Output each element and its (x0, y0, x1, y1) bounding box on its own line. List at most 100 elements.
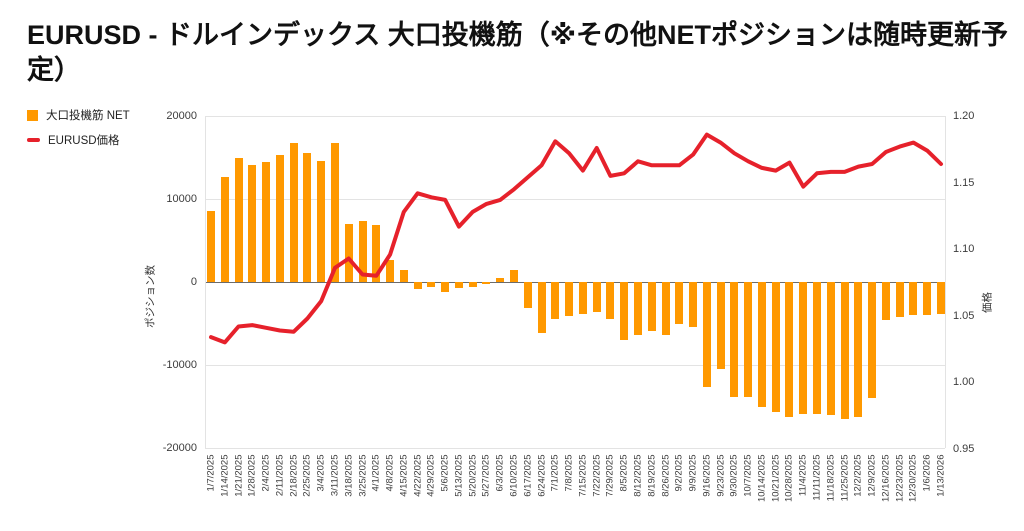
left-axis-tick-label: 0 (190, 276, 197, 288)
net-position-bar (937, 282, 945, 315)
x-axis-date-label: 5/13/2025 (453, 454, 465, 497)
x-axis-date-label: 8/5/2025 (618, 454, 630, 492)
net-position-bar (813, 282, 822, 414)
net-series-swatch-icon (27, 109, 38, 121)
x-axis-date-label: 7/15/2025 (577, 454, 589, 497)
net-position-bar (716, 282, 725, 370)
x-axis-date-label: 5/27/2025 (480, 454, 492, 497)
right-axis-tick-label: 1.00 (953, 376, 975, 389)
net-position-bar (330, 142, 339, 282)
net-position-bar (895, 282, 904, 317)
net-position-bar (620, 282, 629, 341)
net-position-bar (537, 282, 546, 334)
net-position-bar (234, 158, 243, 282)
gridline (205, 365, 945, 366)
x-axis-date-label: 12/16/2025 (880, 454, 892, 503)
net-position-bar (854, 282, 863, 418)
x-axis-date-label: 2/25/2025 (301, 454, 313, 497)
left-axis-tick-label: -10000 (162, 359, 197, 371)
net-position-bar (744, 282, 753, 398)
x-axis-date-label: 6/17/2025 (522, 454, 534, 497)
legend-label-price: EURUSD価格 (48, 135, 120, 147)
net-position-bar (730, 282, 739, 397)
net-position-bar (868, 282, 877, 399)
net-position-bar (661, 282, 670, 335)
x-axis-date-label: 1/13/2026 (935, 454, 947, 497)
net-position-bar (606, 282, 615, 319)
right-axis-tick-label: 1.10 (953, 243, 975, 256)
net-position-bar (413, 282, 422, 290)
x-axis-date-label: 9/30/2025 (728, 454, 740, 497)
x-axis-date-label: 7/22/2025 (591, 454, 603, 497)
net-position-bar (468, 282, 477, 287)
net-position-bar (262, 162, 271, 282)
net-position-bar (482, 282, 491, 285)
legend-item-price: EURUSD価格 (27, 132, 120, 148)
x-axis-date-label: 12/2/2025 (852, 454, 864, 497)
net-position-bar (551, 282, 560, 319)
x-axis-date-label: 1/6/2026 (921, 454, 933, 492)
x-axis-date-label: 3/25/2025 (357, 454, 368, 497)
net-position-bar (510, 270, 519, 282)
net-position-bar (689, 282, 698, 327)
x-axis-date-label: 4/8/2025 (384, 454, 396, 492)
x-axis-date-label: 1/7/2025 (205, 454, 217, 492)
x-axis-date-label: 10/21/2025 (770, 454, 782, 503)
left-axis-title: ポジション数 (144, 265, 157, 328)
net-position-bar (799, 282, 808, 414)
x-axis-date-label: 3/4/2025 (315, 454, 327, 492)
net-position-bar (565, 282, 574, 317)
x-axis-date-label: 10/28/2025 (783, 454, 795, 503)
net-position-bar (248, 164, 257, 282)
net-position-bar (441, 282, 450, 292)
net-position-bar (454, 282, 463, 288)
x-axis-date-label: 10/14/2025 (756, 454, 768, 503)
x-axis-date-label: 9/16/2025 (701, 454, 713, 497)
right-axis-tick-label: 1.20 (953, 110, 975, 122)
x-axis-date-label: 1/21/2025 (233, 454, 245, 497)
x-axis-date-label: 11/4/2025 (797, 454, 809, 497)
net-position-bar (358, 220, 367, 282)
gridline (205, 116, 945, 117)
net-position-bar (881, 282, 890, 321)
net-position-bar (647, 282, 656, 331)
net-position-bar (675, 282, 684, 325)
net-position-bar (207, 211, 215, 282)
price-series-swatch-icon (27, 138, 40, 142)
net-position-bar (578, 282, 587, 315)
net-position-bar (303, 152, 312, 282)
left-axis-tick-label: 10000 (166, 193, 197, 205)
x-axis-date-label: 11/18/2025 (825, 454, 837, 502)
x-axis-date-label: 7/1/2025 (549, 454, 561, 492)
x-axis-date-label: 1/14/2025 (219, 454, 231, 497)
x-axis-date-label: 3/11/2025 (329, 454, 341, 497)
net-position-bar (523, 282, 532, 308)
x-axis-date-label: 6/24/2025 (536, 454, 548, 497)
net-position-bar (702, 282, 711, 388)
net-position-bar (909, 282, 918, 316)
net-position-bar (289, 143, 298, 282)
x-axis-date-label: 12/23/2025 (894, 454, 906, 503)
x-axis-date-label: 6/10/2025 (508, 454, 520, 497)
x-axis-date-label: 11/25/2025 (839, 454, 851, 502)
net-position-bar (592, 282, 601, 313)
right-axis-tick-label: 1.05 (953, 309, 975, 322)
net-position-bar (344, 223, 353, 282)
net-position-bar (399, 269, 408, 282)
right-axis-tick-label: 1.15 (953, 176, 975, 189)
x-axis-date-label: 10/7/2025 (742, 454, 754, 497)
legend-item-net: 大口投機筋 NET (27, 107, 130, 123)
net-position-bar (785, 282, 794, 418)
x-axis-date-label: 4/1/2025 (370, 454, 382, 492)
x-axis-date-label: 5/6/2025 (439, 454, 451, 492)
net-position-bar (757, 282, 766, 407)
x-axis-date-label: 9/9/2025 (687, 454, 699, 492)
net-position-bar (220, 177, 229, 282)
right-axis-tick-label: 0.95 (953, 443, 975, 455)
left-axis-tick-label: -20000 (162, 442, 197, 454)
gridline (205, 448, 945, 449)
net-position-bar (372, 224, 381, 282)
x-axis-date-label: 8/19/2025 (646, 454, 658, 497)
x-axis-date-label: 12/9/2025 (866, 454, 878, 497)
